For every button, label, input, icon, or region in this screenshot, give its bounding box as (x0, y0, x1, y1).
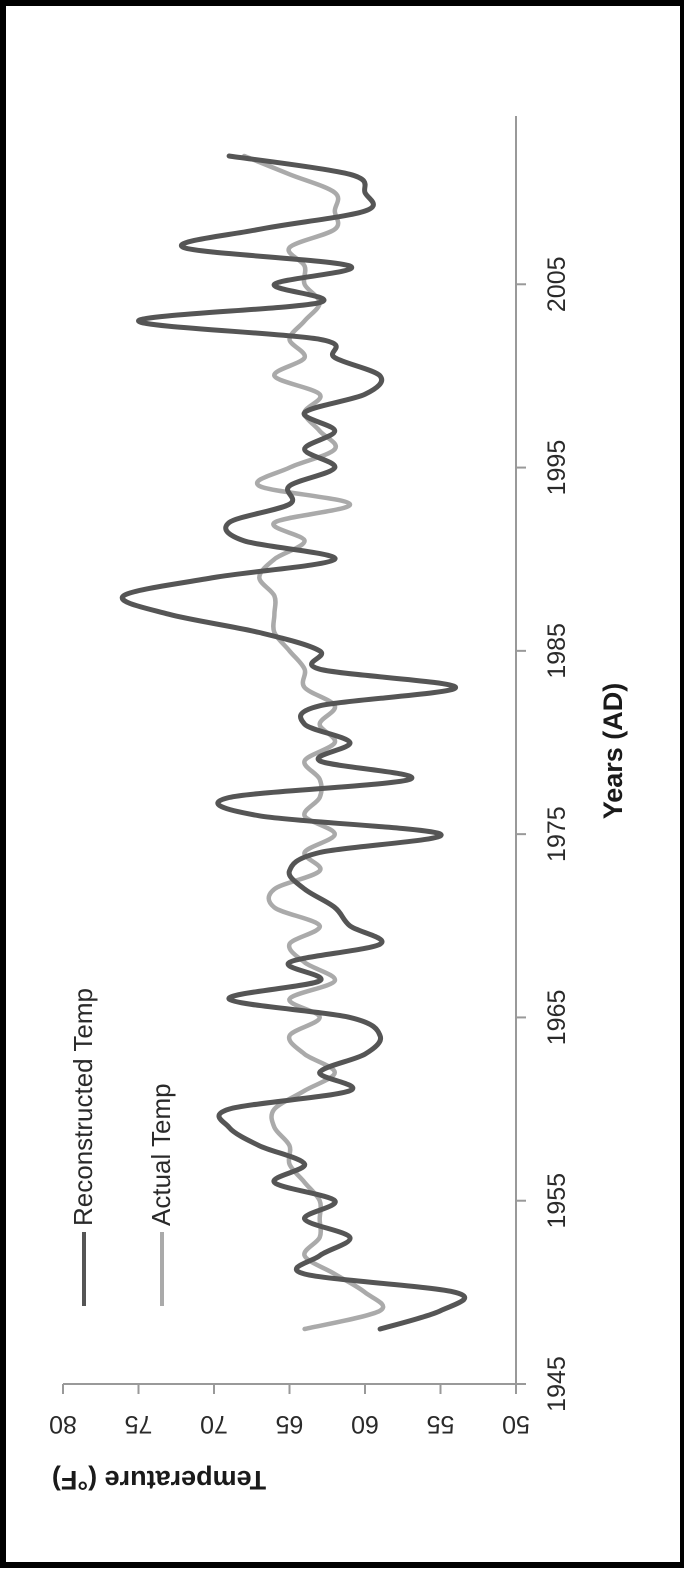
x-tick-label: 1975 (543, 806, 571, 862)
x-axis-title: Years (AD) (598, 683, 628, 820)
x-tick-label: 1985 (543, 623, 571, 679)
legend: Reconstructed Temp Actual Temp (68, 988, 176, 1306)
y-tick-label: 50 (502, 1410, 530, 1438)
x-tick-label: 1995 (543, 440, 571, 496)
series-line-reconstructed-temp (119, 153, 468, 1332)
y-tick-label: 60 (351, 1410, 379, 1438)
legend-label-reconstructed: Reconstructed Temp (68, 988, 98, 1226)
y-tick-label: 80 (49, 1410, 77, 1438)
legend-label-actual: Actual Temp (146, 1083, 176, 1226)
series-line-actual-temp (241, 153, 386, 1332)
y-tick-label: 75 (125, 1410, 153, 1438)
y-tick-label: 65 (276, 1410, 304, 1438)
y-axis-title: Temperature (°F) (52, 1465, 266, 1495)
x-tick-label: 1955 (543, 1173, 571, 1229)
y-tick-label: 70 (200, 1410, 228, 1438)
x-tick-label: 1945 (543, 1356, 571, 1412)
x-tick-label: 1965 (543, 990, 571, 1046)
x-tick-label: 2005 (543, 256, 571, 312)
y-tick-label: 55 (427, 1410, 455, 1438)
temperature-chart: 1945 1955 1965 1975 1985 1995 2005 50 55 60 65 70 7… (49, 116, 628, 1495)
